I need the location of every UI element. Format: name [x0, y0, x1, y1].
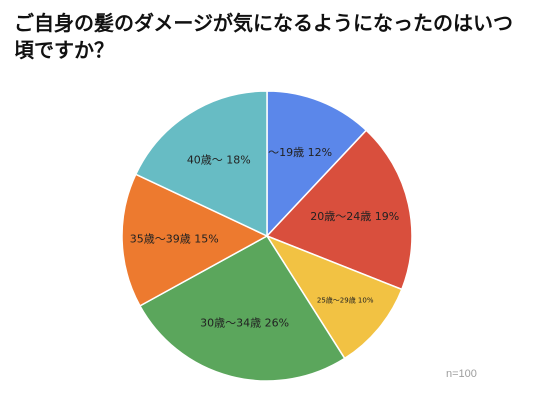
sample-size-note: n=100 [446, 368, 477, 380]
slice-label: 40歳〜 18% [187, 154, 251, 167]
pie-slice [121, 173, 269, 307]
pie-slice [138, 235, 346, 382]
pie-slice [134, 90, 268, 238]
pie-slice [266, 90, 368, 238]
slice-label: 20歳〜24歳 19% [310, 210, 399, 223]
slice-label: 〜19歳 12% [268, 146, 332, 159]
pie-slice [265, 234, 403, 360]
slice-label: 25歳〜29歳 10% [317, 296, 374, 305]
pie-labels: 〜19歳 12% 20歳〜24歳 19% 25歳〜29歳 10% 30歳〜34歳 26… [130, 146, 399, 330]
slice-label: 30歳〜34歳 26% [200, 317, 289, 330]
pie-slices [121, 90, 413, 382]
slice-label: 35歳〜39歳 15% [130, 232, 219, 245]
chart-title: ご自身の髪のダメージが気になるようになったのはいつ頃ですか？ [14, 11, 513, 62]
